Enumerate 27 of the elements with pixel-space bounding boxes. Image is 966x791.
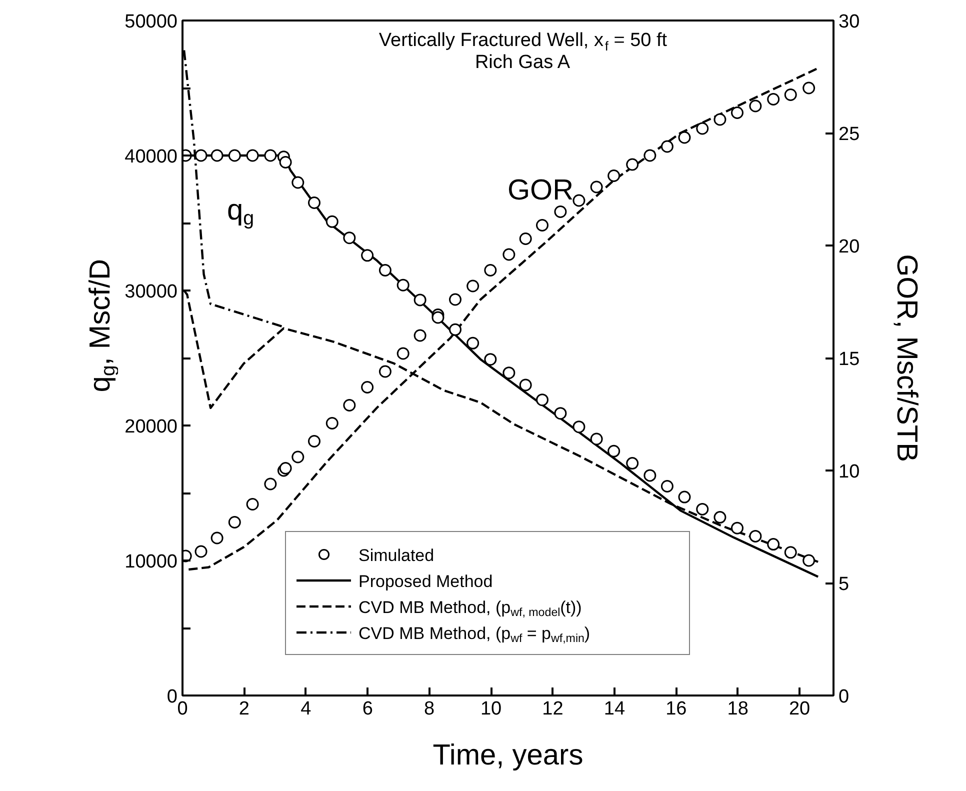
x-tick-label: 14 [604, 698, 626, 720]
y-tick-label: 20000 [124, 416, 178, 438]
x-tick-label: 10 [480, 698, 502, 720]
legend-label: Proposed Method [358, 572, 493, 591]
y2-axis-title: GOR, Mscf/STB [890, 254, 923, 462]
y2-tick-label: 25 [838, 124, 860, 145]
y-tick-label: 40000 [124, 146, 178, 168]
x-tick-label: 4 [300, 698, 312, 720]
x-tick-label: 2 [238, 698, 250, 720]
y-tick-label: 30000 [124, 282, 178, 302]
x-axis-title: Time, years [432, 740, 584, 772]
x-tick-label: 16 [666, 698, 687, 720]
y2-tick-label: 20 [838, 236, 860, 258]
annotation: GOR [507, 174, 574, 206]
y2-tick-label: 5 [838, 574, 850, 595]
y-tick-label: 10000 [124, 552, 178, 572]
x-tick-label: 6 [362, 698, 373, 720]
x-tick-label: 18 [727, 698, 748, 720]
legend-label: Simulated [358, 546, 434, 565]
x-tick-label: 8 [424, 698, 435, 720]
y-tick-label: 50000 [124, 12, 178, 32]
text: Rich Gas A [474, 52, 570, 73]
x-tick-label: 20 [788, 698, 810, 720]
y2-tick-label: 30 [838, 12, 860, 32]
x-tick-label: 12 [542, 698, 564, 720]
y2-tick-label: 10 [838, 462, 860, 482]
y2-tick-label: 15 [838, 349, 860, 370]
